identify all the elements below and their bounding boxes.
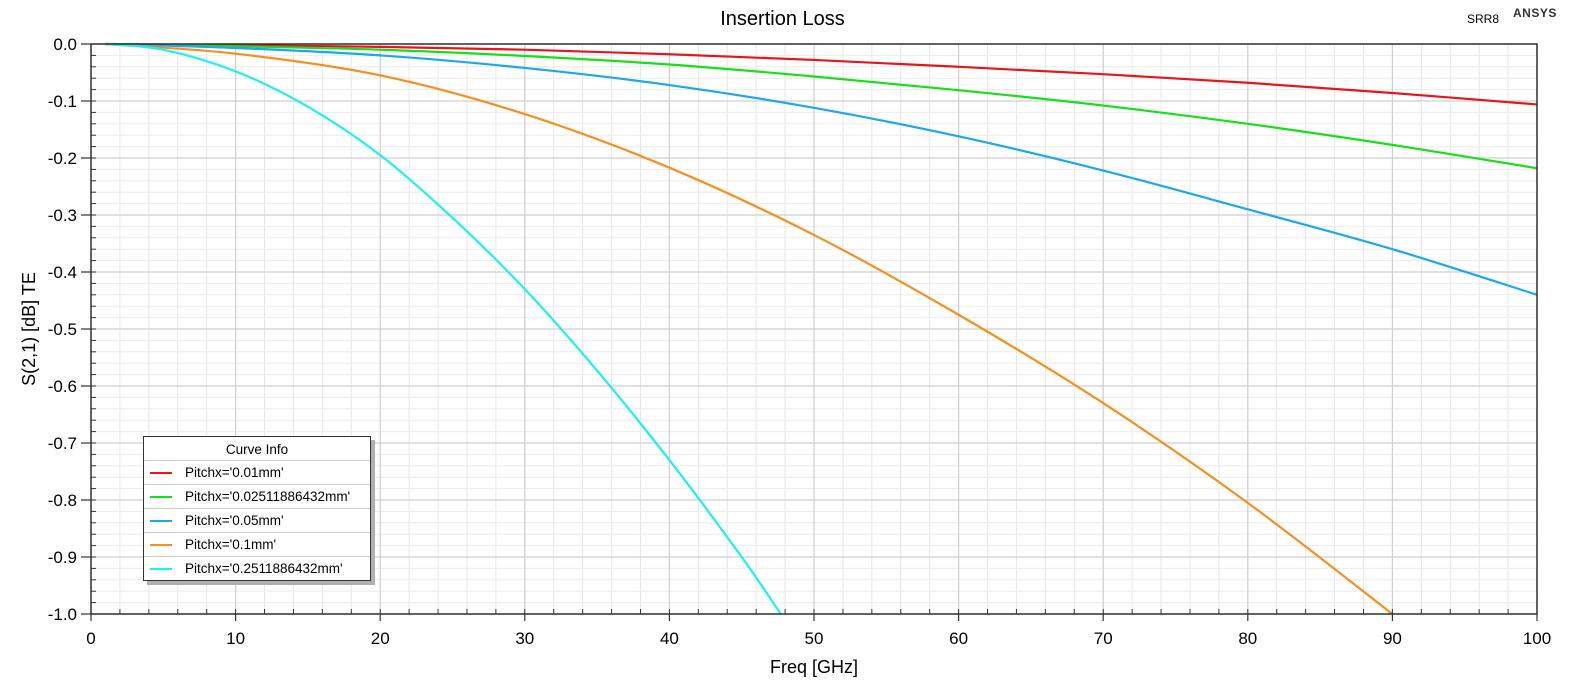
legend-swatch-cyan <box>150 568 172 570</box>
x-tick-label: 30 <box>515 629 534 648</box>
y-tick-label: -1.0 <box>48 605 77 624</box>
x-axis-label: Freq [GHz] <box>770 657 858 677</box>
chart-title: Insertion Loss <box>720 8 845 30</box>
legend-label: Pitchx='0.02511886432mm' <box>185 489 351 504</box>
legend-swatch-orange <box>150 544 172 546</box>
y-tick-label: -0.3 <box>48 206 77 225</box>
legend-label: Pitchx='0.2511886432mm' <box>185 561 343 576</box>
y-tick-label: -0.7 <box>48 434 77 453</box>
series-line-0 <box>105 42 1538 106</box>
y-tick-label: -0.4 <box>48 263 77 282</box>
y-axis-label: S(2,1) [dB] TE <box>19 272 39 386</box>
legend-item[interactable]: Pitchx='0.01mm' <box>144 461 370 485</box>
ansys-logo: ANSYS <box>1513 6 1557 20</box>
legend-label: Pitchx='0.1mm' <box>185 537 277 552</box>
legend-item[interactable]: Pitchx='0.2511886432mm' <box>144 557 370 580</box>
series-line-3 <box>105 42 1394 615</box>
series-line-4 <box>105 42 782 615</box>
legend-title: Curve Info <box>144 437 370 461</box>
x-tick-label: 60 <box>949 629 968 648</box>
x-tick-label: 90 <box>1383 629 1402 648</box>
x-tick-label: 10 <box>226 629 245 648</box>
x-tick-label: 70 <box>1094 629 1113 648</box>
axis-ticks <box>81 43 1538 621</box>
x-tick-label: 80 <box>1238 629 1257 648</box>
y-tick-label: 0.0 <box>53 35 77 54</box>
y-tick-label: -0.8 <box>48 491 77 510</box>
y-tick-label: -0.6 <box>48 377 77 396</box>
legend-item[interactable]: Pitchx='0.02511886432mm' <box>144 485 370 509</box>
series-line-2 <box>105 42 1538 296</box>
legend-label: Pitchx='0.01mm' <box>185 465 284 480</box>
series-layer <box>105 42 1538 615</box>
series-line-1 <box>105 42 1538 170</box>
legend-label: Pitchx='0.05mm' <box>185 513 284 528</box>
y-tick-label: -0.9 <box>48 548 77 567</box>
legend-swatch-red <box>150 472 172 474</box>
x-tick-label: 50 <box>805 629 824 648</box>
x-tick-label: 100 <box>1523 629 1551 648</box>
x-tick-label: 0 <box>86 629 95 648</box>
tick-labels: 0 10 20 30 40 50 60 70 80 90 100 0.0 -0.1 -0.2 -0.3 -0.… <box>48 35 1551 648</box>
legend-swatch-green <box>150 496 172 498</box>
legend-swatch-blue <box>150 520 172 522</box>
y-tick-label: -0.2 <box>48 149 77 168</box>
legend-item[interactable]: Pitchx='0.05mm' <box>144 509 370 533</box>
x-tick-label: 20 <box>371 629 390 648</box>
x-tick-label: 40 <box>660 629 679 648</box>
legend[interactable]: Curve Info Pitchx='0.01mm' Pitchx='0.025… <box>143 436 371 581</box>
y-tick-label: -0.5 <box>48 320 77 339</box>
y-tick-label: -0.1 <box>48 92 77 111</box>
legend-item[interactable]: Pitchx='0.1mm' <box>144 533 370 557</box>
design-name-label: SRR8 <box>1467 12 1500 26</box>
